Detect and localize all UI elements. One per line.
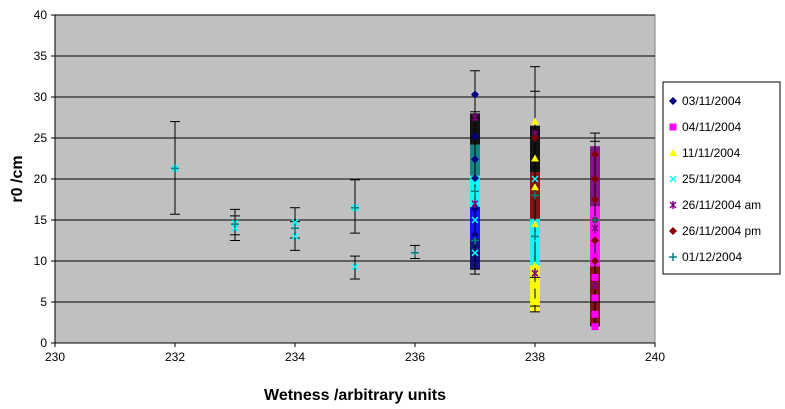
data-point <box>471 216 479 224</box>
x-tick-label: 236 <box>405 350 425 364</box>
y-tick-label: 20 <box>34 172 48 186</box>
data-point <box>471 236 479 245</box>
legend-marker <box>669 175 677 183</box>
legend-marker <box>669 97 677 105</box>
data-point <box>591 175 599 183</box>
x-tick-label: 230 <box>45 350 65 364</box>
data-point <box>591 150 599 159</box>
axes <box>51 14 656 347</box>
y-tick-labels: 0 5 10 15 20 25 30 35 40 <box>34 8 48 350</box>
legend-marker <box>669 149 677 156</box>
data-point <box>531 117 539 125</box>
data-point <box>591 310 599 318</box>
data-point <box>591 236 599 245</box>
y-axis-title: r0 /cm <box>9 155 26 202</box>
data-point <box>591 273 599 281</box>
data-point <box>291 218 299 226</box>
data-point <box>471 249 479 257</box>
data-point <box>471 132 479 141</box>
data-point <box>531 281 539 289</box>
gridlines <box>55 14 655 303</box>
data-point <box>591 281 599 290</box>
legend-box <box>662 81 781 275</box>
legend-marker <box>669 227 677 235</box>
data-point <box>531 191 539 200</box>
x-tick-labels: 230 232 234 236 238 240 <box>45 350 665 364</box>
legend-label: 26/11/2004 pm <box>682 224 761 238</box>
data-point <box>531 220 539 228</box>
data-point <box>531 183 539 191</box>
data-point <box>591 257 599 265</box>
legend-items: 03/11/2004 04/11/2004 11/11/2004 25/11/2004… <box>669 94 761 264</box>
y-tick-label: 10 <box>34 254 48 268</box>
data-point <box>291 232 299 240</box>
y-tick-label: 35 <box>34 49 48 63</box>
data-point <box>591 195 599 204</box>
data-point <box>531 298 539 305</box>
data-point <box>591 216 599 224</box>
data-point <box>351 203 359 212</box>
data-point <box>231 220 239 229</box>
data-point <box>351 263 359 271</box>
y-tick-label: 0 <box>40 336 47 350</box>
legend-label: 01/12/2004 <box>682 250 742 264</box>
data-point <box>471 179 479 187</box>
legend-label: 25/11/2004 <box>682 172 741 186</box>
data-point <box>231 224 239 232</box>
data-point <box>471 113 479 122</box>
data-point <box>471 90 479 99</box>
data-point <box>411 248 419 257</box>
legend-label: 11/11/2004 <box>682 146 741 160</box>
x-tick-label: 234 <box>285 350 305 364</box>
data-point <box>471 187 479 196</box>
legend-label: 04/11/2004 <box>682 120 741 134</box>
data-point <box>531 154 539 162</box>
data-point <box>591 224 599 233</box>
y-tick-label: 15 <box>34 213 48 227</box>
data-point <box>531 269 539 278</box>
data-point <box>291 224 299 233</box>
data-point <box>531 236 539 245</box>
y-tick-label: 25 <box>34 131 48 145</box>
data-point <box>531 134 539 142</box>
legend: 03/11/2004 04/11/2004 11/11/2004 25/11/2004… <box>662 81 781 275</box>
legend-marker <box>669 201 677 209</box>
legend-label: 03/11/2004 <box>682 94 741 108</box>
legend-marker <box>669 253 677 261</box>
data-point <box>591 294 599 302</box>
x-tick-label: 232 <box>165 350 185 364</box>
data-point <box>531 261 539 269</box>
data-point <box>531 175 539 183</box>
data-point <box>471 199 479 208</box>
data-point <box>171 164 179 173</box>
legend-label: 26/11/2004 am <box>682 198 761 212</box>
data-point <box>531 232 539 241</box>
x-tick-label: 240 <box>645 350 665 364</box>
x-axis-title: Wetness /arbitrary units <box>264 387 446 404</box>
x-tick-label: 238 <box>525 350 545 364</box>
legend-marker <box>669 123 677 131</box>
y-tick-label: 40 <box>34 8 48 22</box>
y-tick-label: 30 <box>34 90 48 104</box>
y-tick-label: 5 <box>40 295 47 309</box>
data-point <box>591 232 599 240</box>
data-point <box>591 323 599 331</box>
data-points <box>171 90 599 331</box>
data-point <box>471 155 479 164</box>
data-point <box>591 253 599 261</box>
data-point <box>471 230 479 239</box>
